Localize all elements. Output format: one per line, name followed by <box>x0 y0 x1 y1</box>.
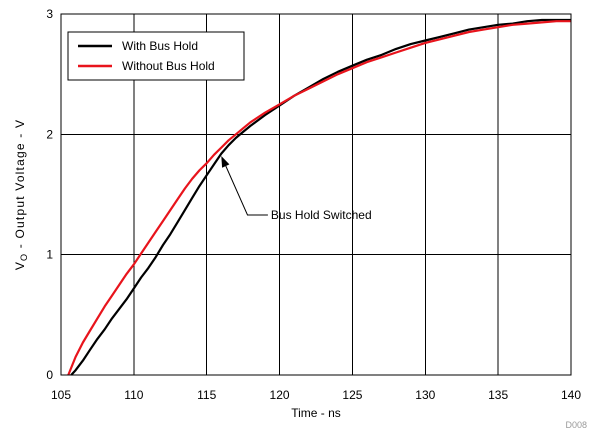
legend-label-without-bus-hold: Without Bus Hold <box>122 59 215 73</box>
bus-hold-switched-annotation: Bus Hold Switched <box>221 156 372 222</box>
y-tick-label: 1 <box>46 248 53 262</box>
annotation-arrowhead <box>221 156 230 168</box>
x-tick-label: 130 <box>415 388 435 402</box>
y-axis-label: VO - Output Voltage - V <box>13 119 29 270</box>
x-axis-label: Time - ns <box>291 406 341 420</box>
series-lines <box>67 18 571 376</box>
y-axis-label-rest: - Output Voltage - V <box>13 119 27 253</box>
x-tick-label: 140 <box>561 388 581 402</box>
y-tick-label: 2 <box>46 127 53 141</box>
series-line-without-bus-hold <box>67 20 571 376</box>
legend-label-with-bus-hold: With Bus Hold <box>122 39 198 53</box>
x-tick-label: 110 <box>124 388 143 402</box>
x-tick-label: 115 <box>197 388 216 402</box>
x-tick-label: 125 <box>342 388 362 402</box>
series-line-with-bus-hold <box>70 18 571 376</box>
plot-frame <box>60 13 572 376</box>
x-axis-ticks: 105 110 115 120 125 130 135 140 <box>51 388 581 402</box>
figure-code: D008 <box>565 420 587 430</box>
annotation-label: Bus Hold Switched <box>271 208 372 222</box>
y-tick-label: 0 <box>46 368 53 382</box>
annotation-leader-line <box>225 165 268 216</box>
legend: With Bus Hold Without Bus Hold <box>67 31 245 81</box>
legend-box <box>67 31 245 81</box>
x-tick-label: 105 <box>51 388 71 402</box>
y-axis-label-main: V <box>13 261 27 270</box>
y-tick-label: 3 <box>46 7 53 21</box>
y-axis-ticks: 0 1 2 3 <box>46 7 53 382</box>
x-tick-label: 135 <box>488 388 508 402</box>
y-axis-label-subscript: O <box>19 253 29 261</box>
x-tick-label: 120 <box>270 388 290 402</box>
